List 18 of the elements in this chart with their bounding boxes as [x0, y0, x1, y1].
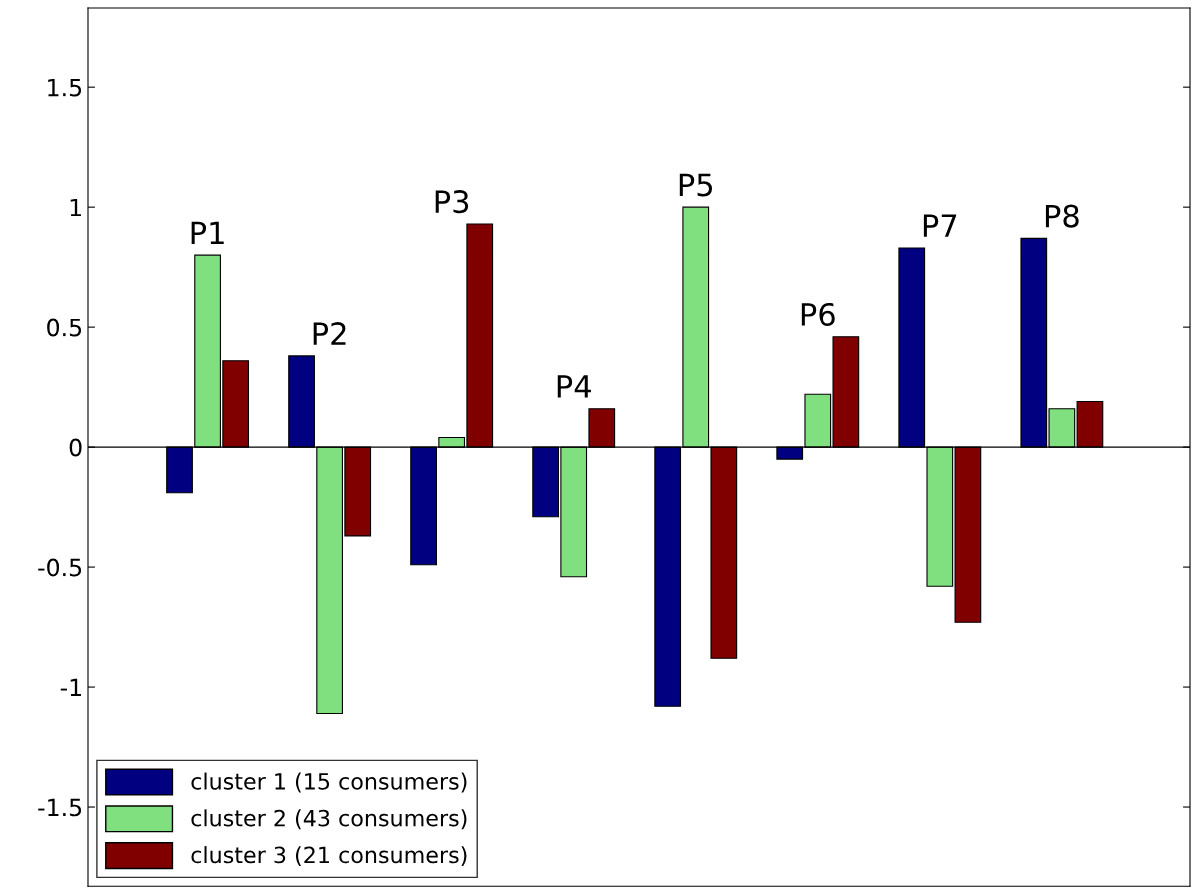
- y-tick-label: 0: [69, 438, 82, 457]
- x-tick-label: P5: [679, 173, 713, 197]
- x-tick-label: P6: [801, 302, 835, 327]
- y-tick-label: 0.5: [47, 318, 82, 337]
- legend-label: cluster 2 (43 consumers): [191, 809, 467, 830]
- legend-label: cluster 1 (15 consumers): [191, 772, 467, 793]
- y-tick-label: -1: [60, 678, 81, 697]
- x-tick-label: P3: [435, 190, 469, 214]
- x-tick-label: P4: [557, 375, 591, 398]
- x-tick-label: P8: [1045, 204, 1079, 228]
- y-tick-label: 1.5: [48, 78, 82, 97]
- y-tick-label: -1.5: [38, 798, 82, 817]
- y-tick-label: 1: [70, 198, 81, 217]
- y-tick-label: -0.5: [38, 558, 82, 577]
- x-tick-label: P7: [923, 214, 957, 237]
- x-tick-label: P1: [191, 221, 224, 244]
- legend-label: cluster 3 (21 consumers): [191, 846, 467, 866]
- x-tick-label: P2: [313, 322, 346, 345]
